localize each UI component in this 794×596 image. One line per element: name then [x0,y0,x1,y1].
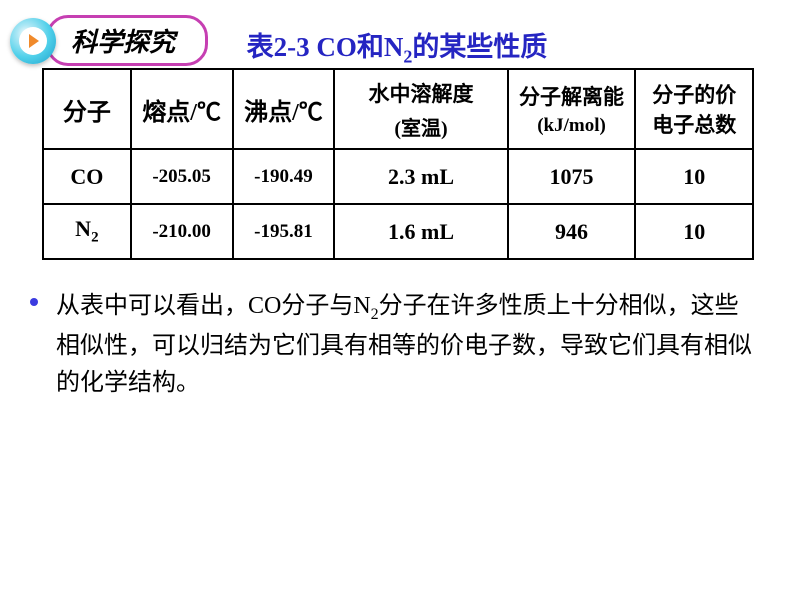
table-row: CO -205.05 -190.49 2.3 mL 1075 10 [43,149,753,204]
table-row: N2 -210.00 -195.81 1.6 mL 946 10 [43,204,753,259]
bullet-icon [30,298,38,306]
hdr-solubility: 水中溶解度 (室温) [334,69,507,149]
cell-mp: -210.00 [131,204,233,259]
cell-sol: 2.3 mL [334,149,507,204]
cell-de: 1075 [508,149,636,204]
cell-bp: -195.81 [233,204,335,259]
summary-bullet: 从表中可以看出，CO分子与N2分子在许多性质上十分相似，这些相似性，可以归结为它… [30,288,754,402]
properties-table: 分子 熔点/℃ 沸点/℃ 水中溶解度 (室温) 分子解离能 (kJ/mol) 分… [42,68,754,260]
title-prefix: 表2-3 CO和N [247,32,404,62]
summary-text: 从表中可以看出，CO分子与N2分子在许多性质上十分相似，这些相似性，可以归结为它… [30,288,754,402]
table-header-row: 分子 熔点/℃ 沸点/℃ 水中溶解度 (室温) 分子解离能 (kJ/mol) 分… [43,69,753,149]
title-suffix: 的某些性质 [412,32,547,62]
cell-bp: -190.49 [233,149,335,204]
page-title: 表2-3 CO和N2的某些性质 [0,25,794,67]
cell-molecule: CO [43,149,131,204]
cell-de: 946 [508,204,636,259]
cell-molecule: N2 [43,204,131,259]
cell-ve: 10 [635,204,753,259]
hdr-mp: 熔点/℃ [131,69,233,149]
hdr-molecule: 分子 [43,69,131,149]
cell-sol: 1.6 mL [334,204,507,259]
hdr-dissociation: 分子解离能 (kJ/mol) [508,69,636,149]
hdr-bp: 沸点/℃ [233,69,335,149]
cell-ve: 10 [635,149,753,204]
hdr-valence: 分子的价 电子总数 [635,69,753,149]
cell-mp: -205.05 [131,149,233,204]
